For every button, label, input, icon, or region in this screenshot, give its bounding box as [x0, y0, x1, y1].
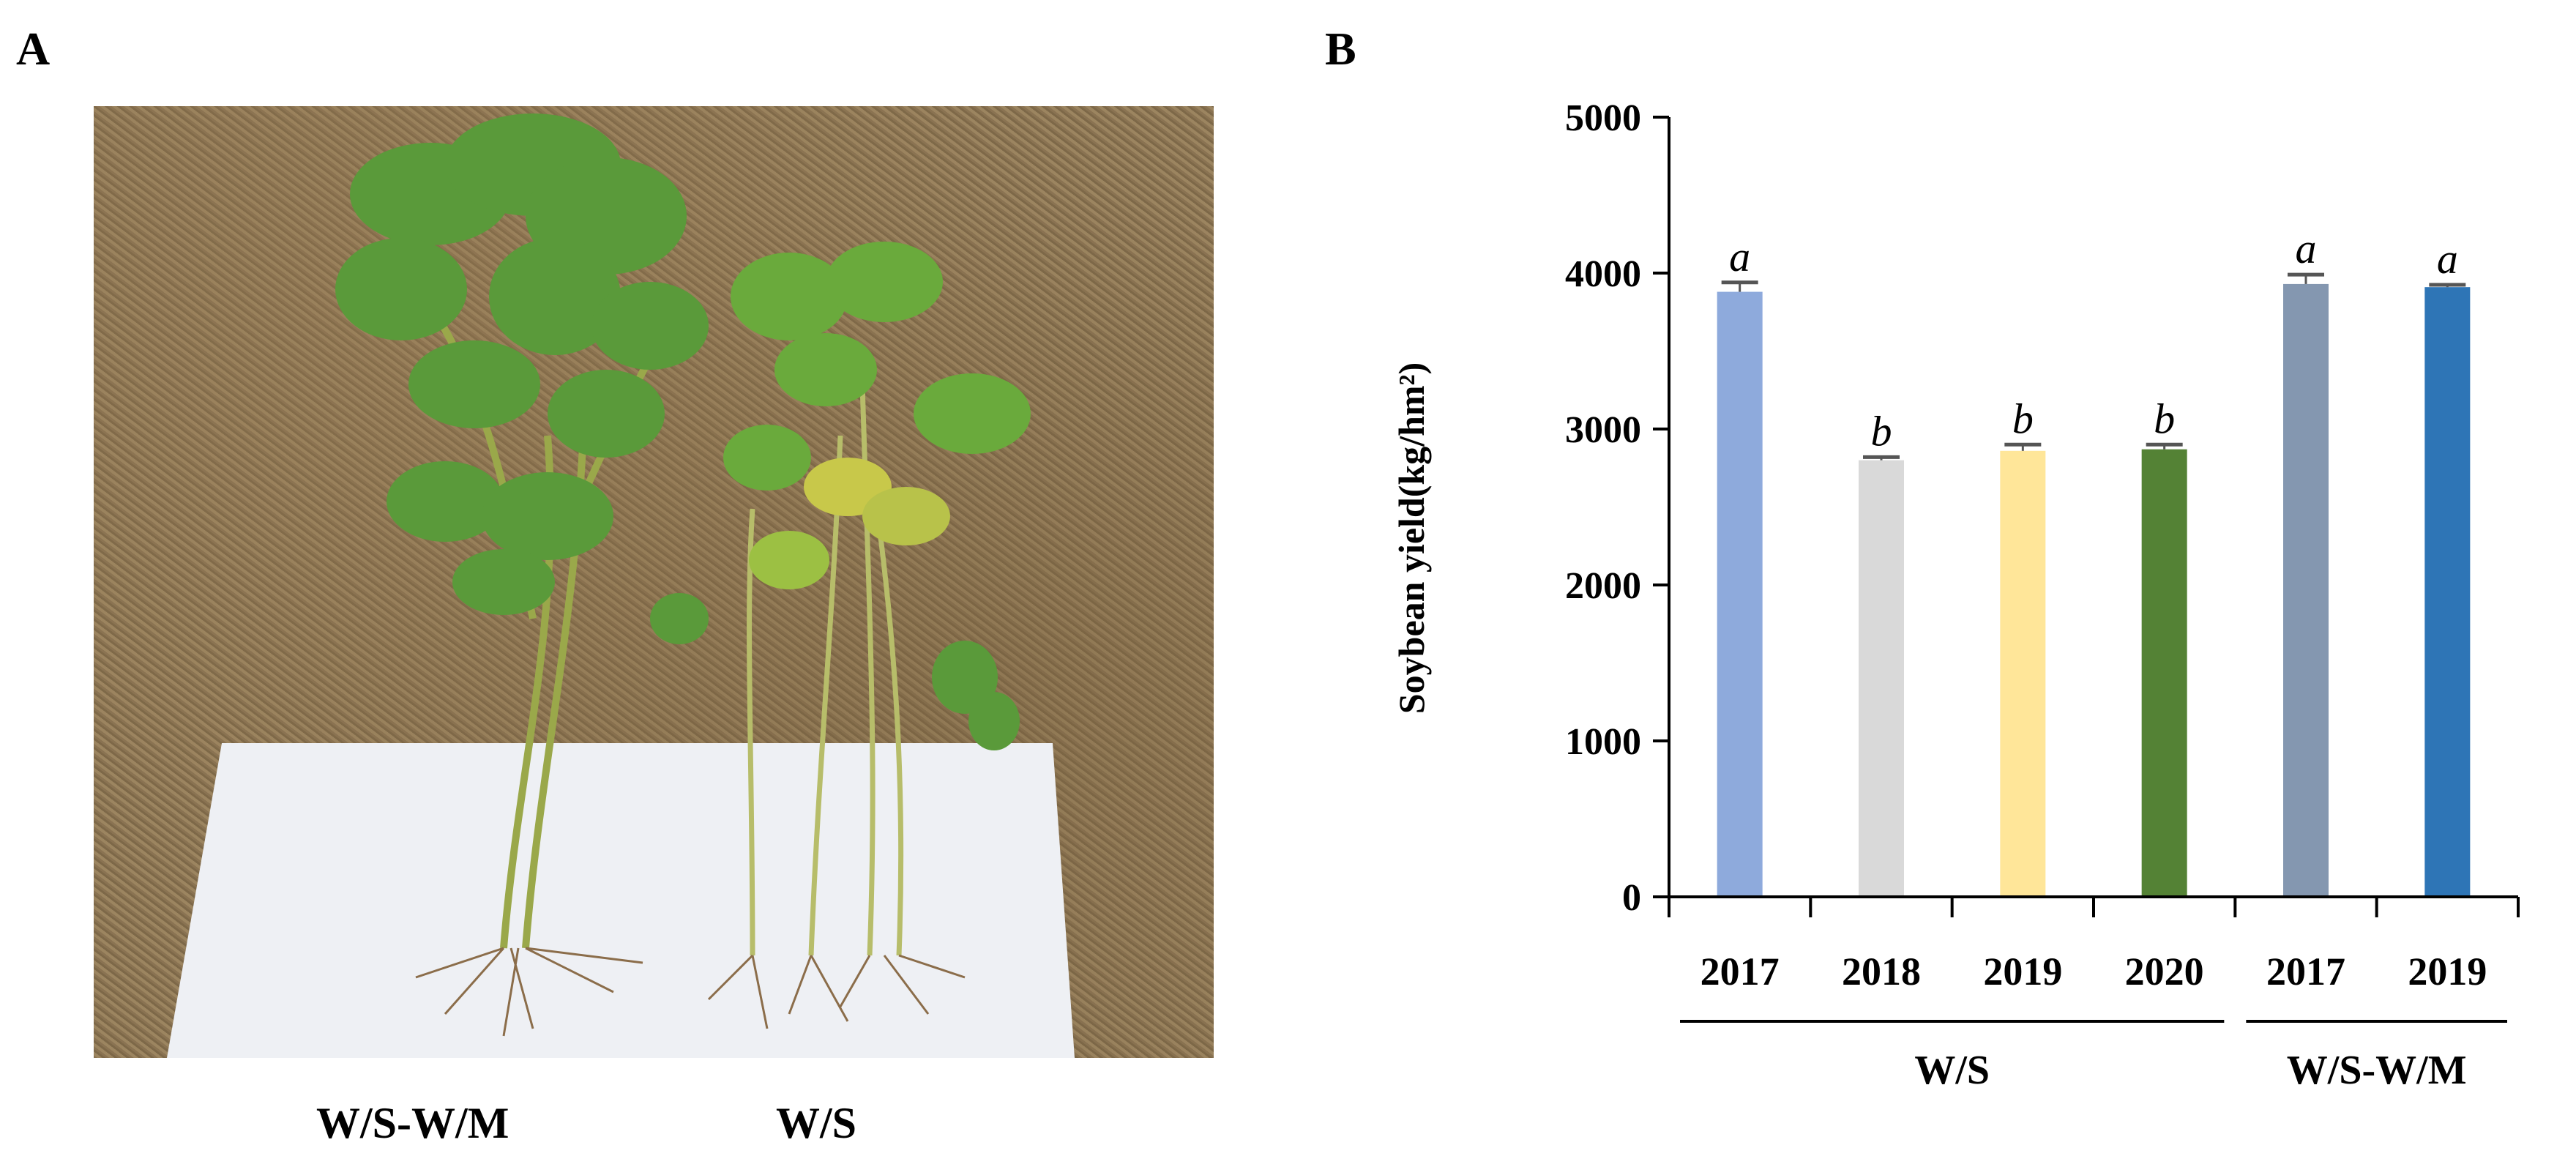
y-tick-label: 3000: [1565, 409, 1641, 451]
y-tick-label: 2000: [1565, 565, 1641, 607]
right-plant-leaves: [723, 242, 1031, 750]
soybean-plants-photo: [94, 106, 1214, 1058]
y-tick-label: 5000: [1565, 97, 1641, 139]
y-tick-label: 0: [1622, 877, 1641, 919]
x-tick-label: 2020: [2125, 950, 2204, 993]
x-tick-label: 2019: [2408, 950, 2487, 993]
roots: [415, 947, 966, 1037]
significance-label: b: [1871, 407, 1892, 455]
x-tick-label: 2018: [1842, 950, 1921, 993]
left-plant-leaves: [335, 113, 709, 644]
photo-illustration: [167, 113, 1075, 1058]
y-tick-label: 4000: [1565, 253, 1641, 295]
significance-label: b: [2154, 395, 2175, 442]
significance-label: a: [1729, 233, 1750, 280]
bars: a b b b a a: [1717, 225, 2471, 897]
bar: [1859, 460, 1904, 897]
group-label: W/S-W/M: [2287, 1048, 2467, 1093]
bar: [2000, 450, 2046, 897]
panel-label-a: A: [16, 23, 51, 75]
x-axis: 2017 2018 2019 2020 2017 2019 W/S W/S-W/M: [1668, 895, 2520, 1093]
significance-label: a: [2296, 225, 2317, 272]
bar: [2141, 449, 2187, 897]
photo-caption-left: W/S-W/M: [316, 1099, 509, 1147]
x-tick-label: 2019: [1983, 950, 2062, 993]
bar: [2424, 287, 2471, 897]
x-tick-label: 2017: [1700, 950, 1780, 993]
y-tick-label: 1000: [1565, 721, 1641, 763]
photo-caption-right: W/S: [776, 1099, 857, 1147]
significance-label: b: [2012, 395, 2034, 442]
panel-label-b: B: [1325, 23, 1356, 75]
significance-label: a: [2437, 235, 2458, 283]
group-label: W/S: [1914, 1048, 1990, 1093]
white-paper: [167, 743, 1075, 1058]
y-axis-label: Soybean yield(kg/hm²): [1391, 362, 1432, 714]
x-tick-label: 2017: [2266, 950, 2345, 993]
bar: [1717, 291, 1763, 897]
bar: [2283, 283, 2329, 897]
y-axis: 0 1000 2000 3000 4000 5000: [1565, 97, 1670, 919]
